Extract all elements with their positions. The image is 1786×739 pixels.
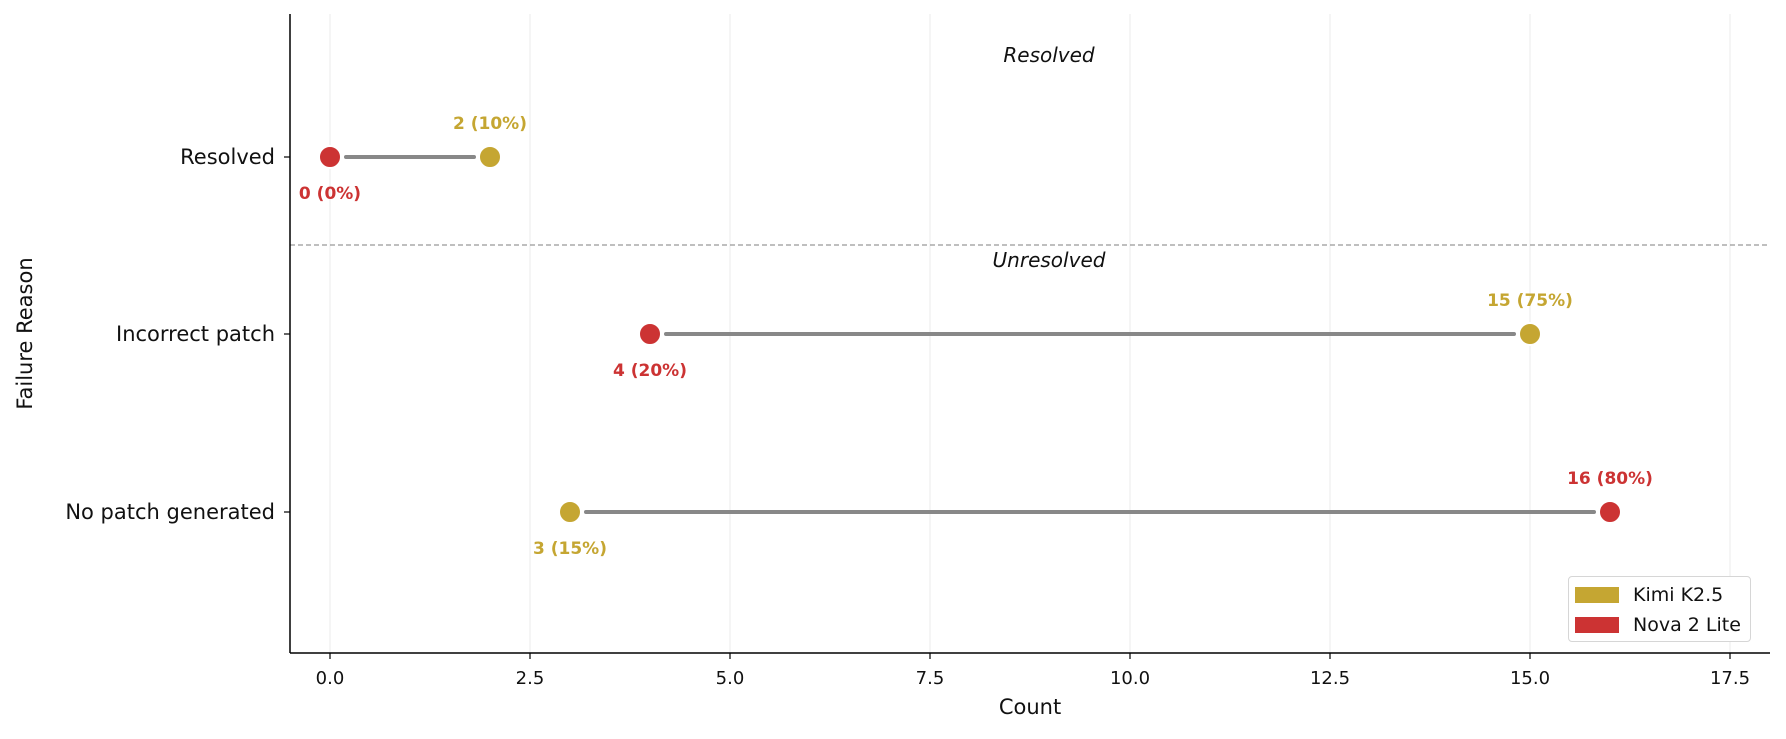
- y-tick-label: No patch generated: [65, 500, 275, 524]
- x-tick-label: 0.0: [316, 668, 345, 689]
- data-point: [318, 145, 342, 169]
- y-tick-label: Incorrect patch: [116, 322, 275, 346]
- legend-label-nova: Nova 2 Lite: [1633, 614, 1741, 636]
- x-tick-label: 10.0: [1110, 668, 1150, 689]
- y-axis-label: Failure Reason: [13, 257, 37, 409]
- legend-swatch-nova: [1575, 617, 1619, 633]
- legend-label-kimi: Kimi K2.5: [1633, 584, 1724, 606]
- data-label: 16 (80%): [1567, 469, 1653, 489]
- data-point: [1598, 500, 1622, 524]
- legend-swatch-kimi: [1575, 587, 1619, 603]
- x-tick-label: 12.5: [1310, 668, 1350, 689]
- data-point: [638, 322, 662, 346]
- chart-legend: Kimi K2.5 Nova 2 Lite: [1568, 576, 1751, 642]
- data-point: [1518, 322, 1542, 346]
- x-tick-label: 17.5: [1710, 668, 1750, 689]
- data-point: [558, 500, 582, 524]
- data-label: 2 (10%): [453, 114, 527, 134]
- x-tick-label: 5.0: [716, 668, 745, 689]
- data-label: 3 (15%): [533, 539, 607, 559]
- group-label: Unresolved: [993, 248, 1106, 272]
- data-label: 0 (0%): [299, 184, 361, 204]
- data-label: 4 (20%): [613, 361, 687, 381]
- data-label: 15 (75%): [1487, 291, 1573, 311]
- data-point: [478, 145, 502, 169]
- x-tick-label: 15.0: [1510, 668, 1550, 689]
- y-tick-label: Resolved: [180, 145, 275, 169]
- x-axis-label: Count: [999, 695, 1061, 719]
- x-tick-label: 7.5: [916, 668, 945, 689]
- x-tick-label: 2.5: [516, 668, 545, 689]
- group-label: Resolved: [1003, 43, 1095, 67]
- legend-item-nova: Nova 2 Lite: [1575, 613, 1741, 637]
- legend-item-kimi: Kimi K2.5: [1575, 583, 1723, 607]
